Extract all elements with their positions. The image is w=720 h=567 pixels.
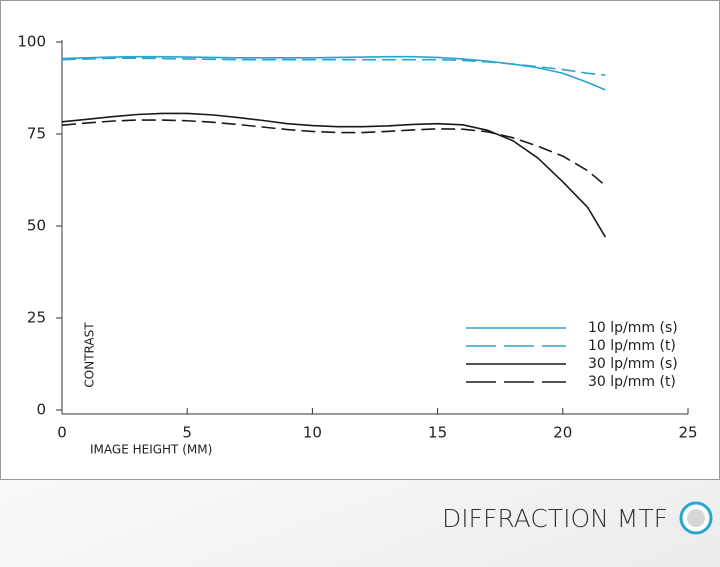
- x-axis-label: IMAGE HEIGHT (MM): [90, 443, 212, 457]
- x-tick-label: 10: [303, 424, 322, 442]
- legend-label: 10 lp/mm (t): [588, 338, 676, 354]
- chart-frame: [0, 0, 720, 480]
- y-axis-label: CONTRAST: [83, 322, 97, 388]
- series-line: [61, 112, 607, 238]
- legend-label: 30 lp/mm (s): [588, 356, 678, 372]
- series-line: [61, 57, 606, 76]
- legend-label: 30 lp/mm (t): [588, 374, 676, 390]
- series-line: [61, 55, 606, 91]
- caption: DIFFRACTION MTF: [442, 504, 668, 533]
- x-tick-label: 5: [182, 424, 192, 442]
- x-tick-label: 20: [553, 424, 572, 442]
- y-tick-label: 25: [27, 309, 46, 327]
- series-line: [61, 119, 606, 187]
- x-tick-label: 15: [428, 424, 447, 442]
- y-tick-label: 50: [27, 217, 46, 235]
- legend-label: 10 lp/mm (s): [588, 320, 678, 336]
- x-tick-label: 0: [57, 424, 67, 442]
- y-tick-label: 75: [27, 125, 46, 143]
- y-tick-label: 0: [36, 401, 46, 419]
- x-tick-label: 25: [678, 424, 697, 442]
- y-tick-label: 100: [17, 33, 46, 51]
- icon-dot: [687, 509, 705, 527]
